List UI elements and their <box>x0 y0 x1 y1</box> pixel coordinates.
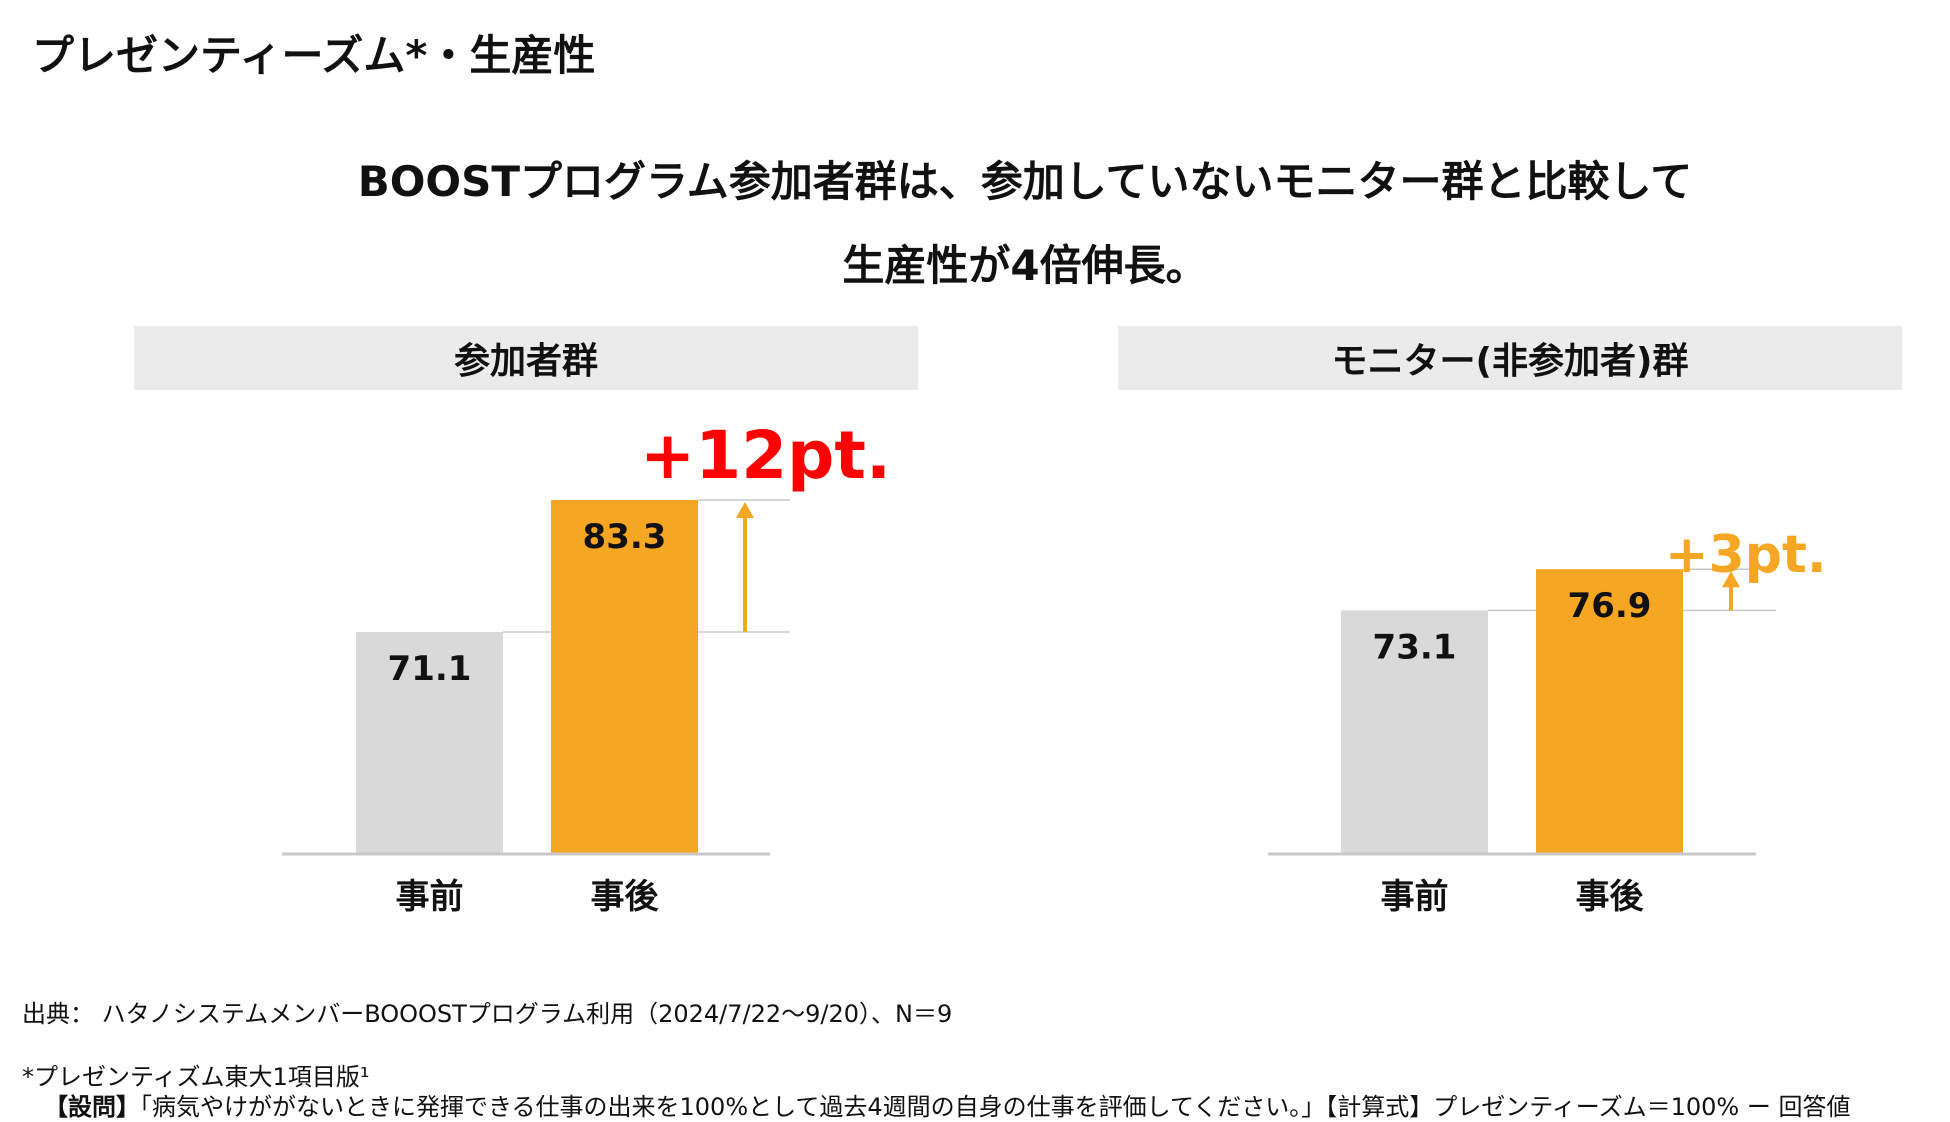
category-label: 事後 <box>591 877 660 917</box>
bar-value-label: 76.9 <box>1568 586 1652 626</box>
source-note: 出典： ハタノシステムメンバーBOOOSTプログラム利用（2024/7/22〜9… <box>22 1000 953 1028</box>
footnote-title: *プレゼンティズム東大1項目版¹ <box>22 1063 370 1091</box>
bar-before <box>356 632 503 854</box>
question-note: 【設問】「病気やけががないときに発揮できる仕事の出来を100%として過去4週間の… <box>44 1087 1850 1122</box>
increase-annotation: +3pt. <box>1665 525 1827 585</box>
headline-line-1: BOOSTプログラム参加者群は、参加していないモニター群と比較して <box>357 157 1693 206</box>
bar-before <box>1341 610 1488 854</box>
increase-arrow-head <box>736 502 754 518</box>
question-label: 【設問】 <box>44 1093 140 1121</box>
question-text: 「病気やけががないときに発揮できる仕事の出来を100%として過去4週間の自身の仕… <box>140 1093 1326 1121</box>
panel-header-monitors: モニター(非参加者)群 <box>1118 326 1902 390</box>
category-label: 事後 <box>1576 877 1645 917</box>
formula-text: プレゼンティーズム＝100% ー 回答値 <box>1433 1093 1851 1121</box>
category-label: 事前 <box>396 877 464 917</box>
category-label: 事前 <box>1381 877 1449 917</box>
headline-line-2: 生産性が4倍伸長。 <box>842 241 1208 290</box>
bar-value-label: 73.1 <box>1373 627 1457 667</box>
increase-arrow-head <box>1722 571 1740 588</box>
page-title: プレゼンティーズム*・生産性 <box>32 31 596 80</box>
bar-after <box>551 500 698 854</box>
panel-header-participants: 参加者群 <box>134 326 918 390</box>
bar-value-label: 83.3 <box>583 517 667 557</box>
bar-after <box>1536 569 1683 854</box>
bar-value-label: 71.1 <box>388 649 472 689</box>
increase-annotation: +12pt. <box>640 417 891 494</box>
formula-label: 【計算式】 <box>1325 1093 1434 1121</box>
